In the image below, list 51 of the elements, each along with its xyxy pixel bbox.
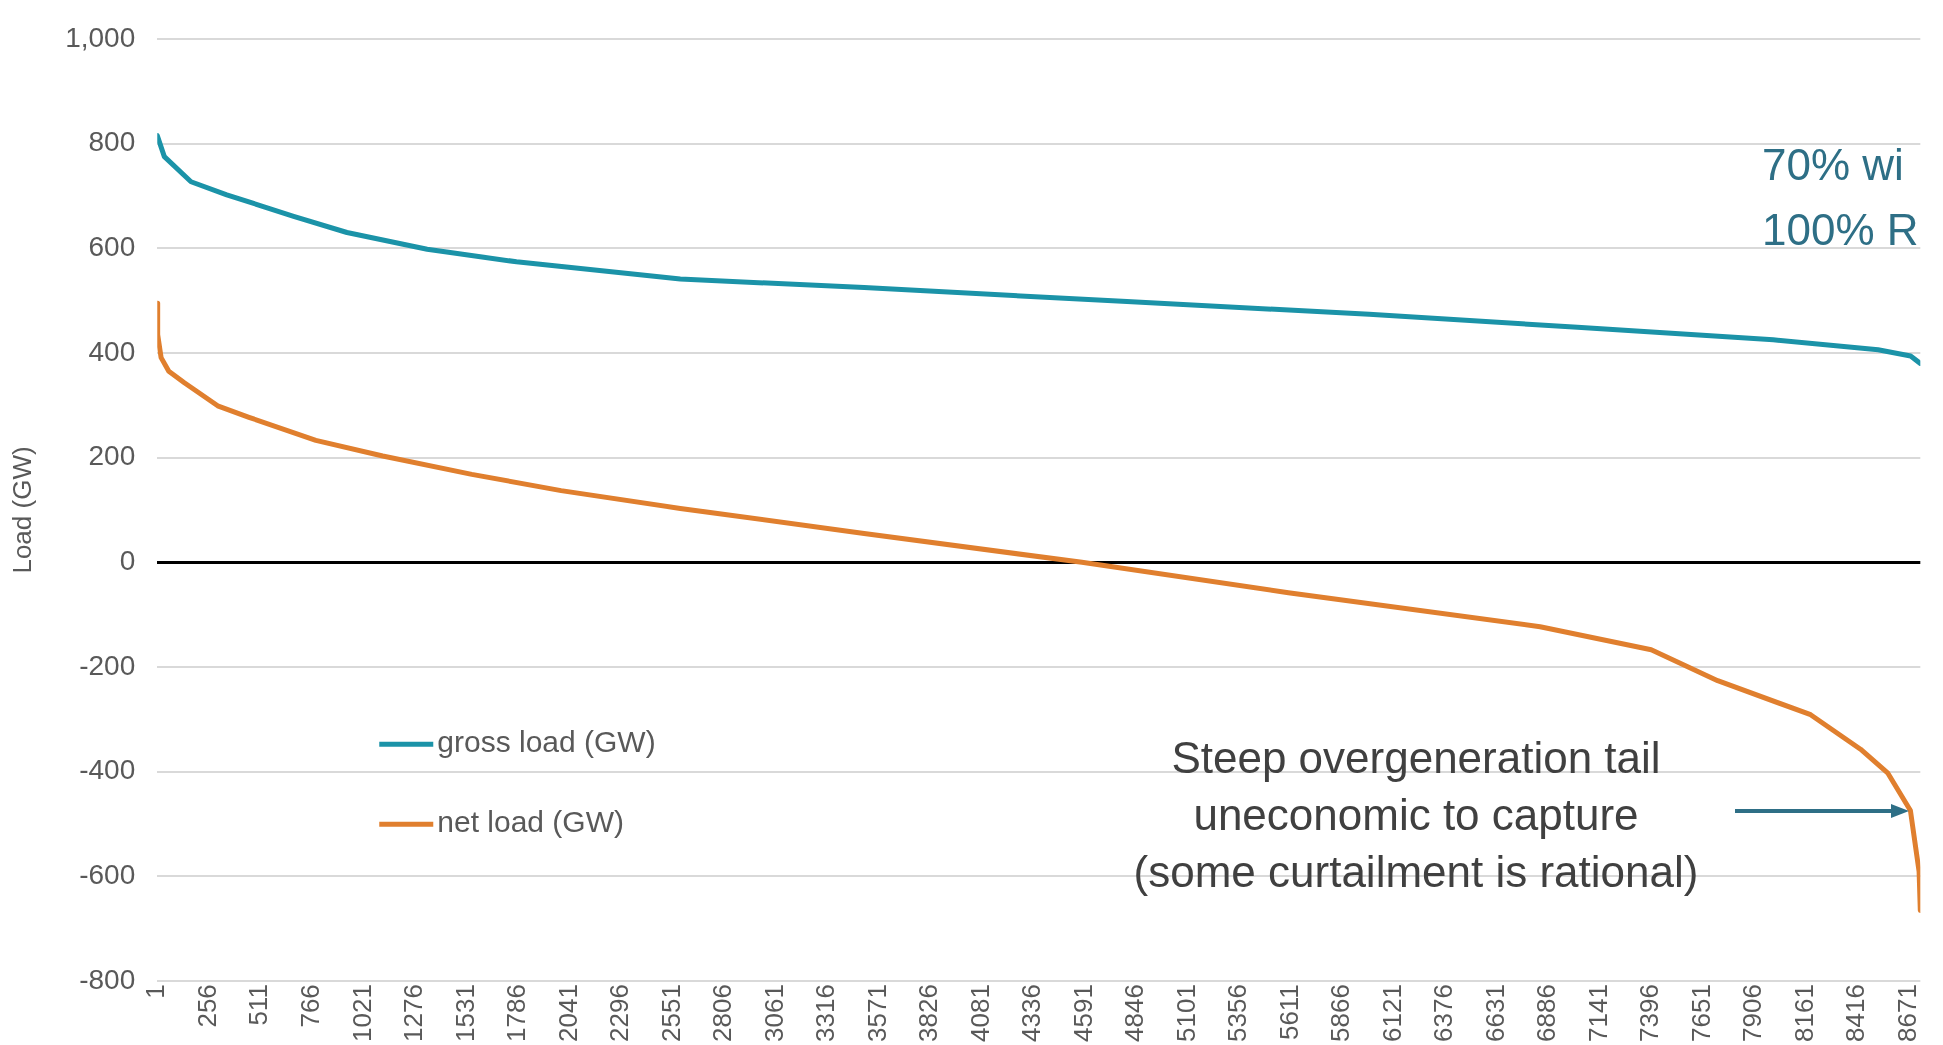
annotation: Steep overgeneration tail uneconomic to capture (some curtailment is rational) xyxy=(1133,733,1699,897)
annotation: 70% wi xyxy=(1762,140,1904,190)
x-tick-label: 511 xyxy=(243,984,274,1026)
y-tick-label: -800 xyxy=(79,963,136,995)
x-tick-label: 4336 xyxy=(1016,984,1047,1042)
y-tick-label: 800 xyxy=(88,126,136,158)
x-tick-label: 3826 xyxy=(913,984,944,1042)
x-tick-label: 5611 xyxy=(1273,984,1304,1041)
legend-label: net load (GW) xyxy=(437,805,624,839)
x-tick-label: 2041 xyxy=(552,984,583,1042)
x-tick-label: 4591 xyxy=(1067,984,1098,1042)
x-tick-label: 6376 xyxy=(1428,984,1459,1042)
y-tick-label: -600 xyxy=(79,859,136,891)
x-tick-label: 1021 xyxy=(346,984,377,1042)
x-tick-label: 766 xyxy=(294,984,325,1028)
x-tick-label: 2296 xyxy=(604,984,635,1042)
x-tick-label: 5866 xyxy=(1325,984,1356,1042)
x-tick-label: 256 xyxy=(191,984,222,1028)
x-tick-label: 5356 xyxy=(1222,984,1253,1042)
x-tick-label: 8416 xyxy=(1840,984,1871,1042)
y-tick-label: -200 xyxy=(79,649,136,681)
y-tick-label: -400 xyxy=(79,754,136,786)
y-tick-label: 0 xyxy=(119,545,136,577)
x-tick-label: 4081 xyxy=(964,984,995,1042)
x-tick-label: 1786 xyxy=(501,984,532,1042)
x-tick-label: 2806 xyxy=(707,984,738,1042)
x-tick-label: 1 xyxy=(140,984,171,999)
x-tick-label: 4846 xyxy=(1119,984,1150,1042)
x-tick-label: 7141 xyxy=(1582,984,1613,1042)
x-tick-label: 8671 xyxy=(1891,984,1922,1042)
x-tick-label: 1276 xyxy=(398,984,429,1042)
x-tick-label: 5101 xyxy=(1170,984,1201,1042)
x-tick-label: 3316 xyxy=(810,984,841,1042)
x-tick-label: 2551 xyxy=(655,984,686,1042)
x-tick-label: 6121 xyxy=(1376,984,1407,1042)
x-tick-label: 1531 xyxy=(449,984,480,1042)
x-tick-label: 6631 xyxy=(1479,984,1510,1042)
y-tick-label: 400 xyxy=(88,335,136,367)
legend-label: gross load (GW) xyxy=(437,725,656,759)
x-tick-label: 7396 xyxy=(1634,984,1665,1042)
x-tick-label: 3571 xyxy=(861,984,892,1042)
y-tick-label: 600 xyxy=(88,230,136,262)
x-tick-label: 6886 xyxy=(1531,984,1562,1042)
y-tick-label: 1,000 xyxy=(65,21,136,53)
y-tick-label: 200 xyxy=(88,440,136,472)
y-axis-title: Load (GW) xyxy=(6,446,37,574)
annotation: 100% R xyxy=(1762,205,1919,255)
x-tick-label: 7651 xyxy=(1685,984,1716,1042)
x-tick-label: 8161 xyxy=(1788,984,1819,1042)
x-tick-label: 7906 xyxy=(1737,984,1768,1042)
x-tick-label: 3061 xyxy=(758,984,789,1042)
